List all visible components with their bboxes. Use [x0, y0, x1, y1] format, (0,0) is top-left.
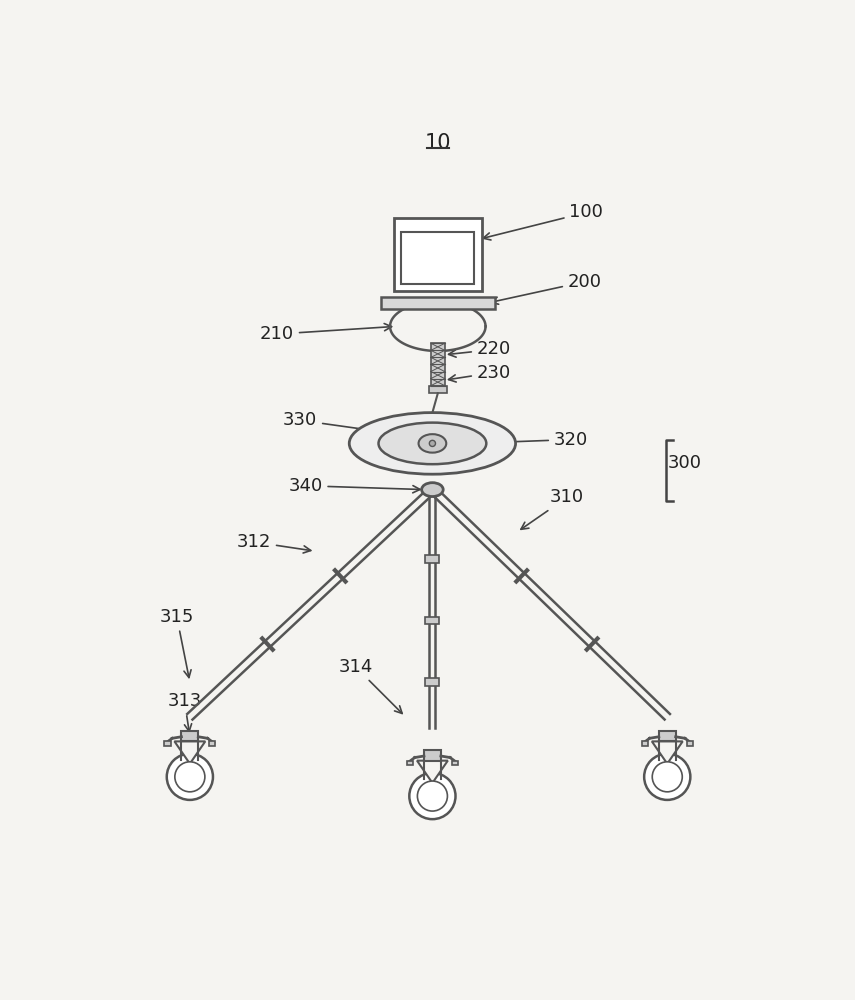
- Bar: [642, 741, 648, 746]
- Bar: [428, 386, 447, 393]
- Bar: [451, 761, 457, 765]
- Text: 230: 230: [449, 364, 511, 382]
- Text: 210: 210: [260, 324, 392, 343]
- Text: 300: 300: [668, 454, 702, 472]
- Bar: [401, 232, 475, 284]
- Bar: [164, 741, 171, 746]
- Bar: [380, 297, 495, 309]
- Text: 330: 330: [283, 411, 378, 434]
- Text: 312: 312: [237, 533, 310, 553]
- Bar: [181, 731, 198, 741]
- Bar: [209, 741, 215, 746]
- Circle shape: [167, 754, 213, 800]
- Bar: [426, 617, 439, 624]
- Text: 340: 340: [288, 477, 420, 495]
- Bar: [424, 750, 441, 761]
- Circle shape: [429, 440, 435, 446]
- Ellipse shape: [349, 413, 516, 474]
- Text: 320: 320: [474, 431, 588, 449]
- Text: 220: 220: [449, 340, 511, 358]
- Circle shape: [174, 762, 205, 792]
- Text: 315: 315: [160, 608, 194, 678]
- Circle shape: [410, 773, 456, 819]
- Ellipse shape: [379, 423, 486, 464]
- Polygon shape: [174, 741, 205, 764]
- Bar: [687, 741, 693, 746]
- Circle shape: [652, 762, 682, 792]
- Bar: [431, 343, 445, 386]
- Text: 10: 10: [425, 133, 451, 153]
- Text: 310: 310: [521, 488, 584, 529]
- Circle shape: [644, 754, 690, 800]
- Polygon shape: [417, 761, 448, 783]
- Text: 200: 200: [491, 273, 602, 304]
- Text: 100: 100: [483, 203, 604, 240]
- Ellipse shape: [419, 434, 446, 453]
- Bar: [426, 678, 439, 686]
- Bar: [393, 218, 482, 291]
- Bar: [659, 731, 675, 741]
- Bar: [426, 555, 439, 563]
- Circle shape: [417, 781, 447, 811]
- Ellipse shape: [422, 483, 443, 497]
- Text: 314: 314: [339, 658, 402, 713]
- Text: 313: 313: [168, 692, 202, 731]
- Bar: [407, 761, 413, 765]
- Polygon shape: [652, 741, 682, 764]
